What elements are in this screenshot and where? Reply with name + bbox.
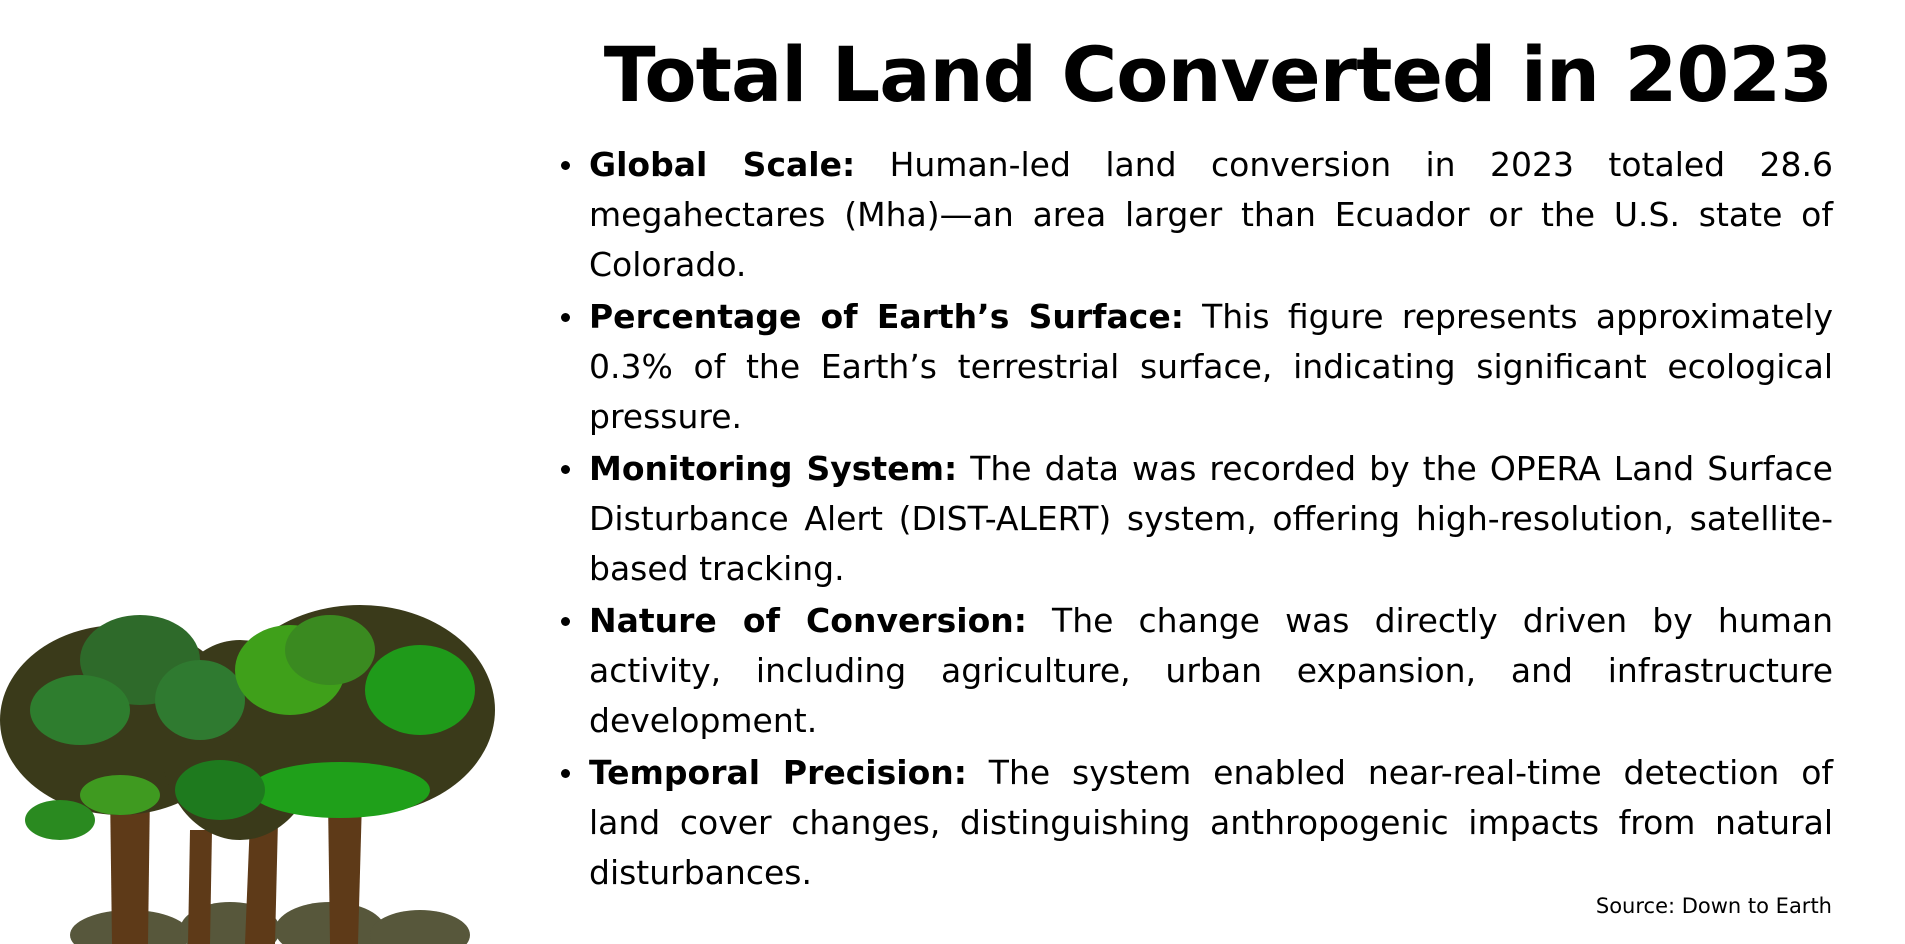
list-item: Global Scale: Human-led land conversion …: [561, 140, 1833, 290]
list-item: Nature of Conversion: The change was dir…: [561, 596, 1833, 746]
tree-cluster-illustration: [0, 605, 495, 944]
item-text: This figure represents approximately 0.3…: [589, 297, 1834, 436]
item-text: The change was directly driven by human …: [589, 601, 1834, 740]
item-label: Nature of Conversion:: [589, 601, 1027, 640]
item-text: The system enabled near-real-time detect…: [589, 753, 1834, 892]
bullet-icon: [561, 617, 570, 626]
bullet-icon: [561, 161, 570, 170]
list-item: Percentage of Earth’s Surface: This figu…: [561, 292, 1833, 442]
bullet-icon: [561, 769, 570, 778]
bullet-icon: [561, 313, 570, 322]
bullet-icon: [561, 465, 570, 474]
item-label: Temporal Precision:: [589, 753, 967, 792]
item-label: Monitoring System:: [589, 449, 958, 488]
bullet-list: Global Scale: Human-led land conversion …: [561, 140, 1833, 900]
source-credit: Source: Down to Earth: [1595, 894, 1832, 918]
list-item: Temporal Precision: The system enabled n…: [561, 748, 1833, 898]
page-title: Total Land Converted in 2023: [603, 30, 1833, 119]
tree-trunks: [110, 790, 362, 944]
tree-canopy: [0, 605, 495, 840]
item-label: Percentage of Earth’s Surface:: [589, 297, 1184, 336]
item-text: The data was recorded by the OPERA Land …: [589, 449, 1833, 588]
item-label: Global Scale:: [589, 145, 856, 184]
list-item: Monitoring System: The data was recorded…: [561, 444, 1833, 594]
item-text: Human-led land conversion in 2023 totale…: [589, 145, 1833, 284]
